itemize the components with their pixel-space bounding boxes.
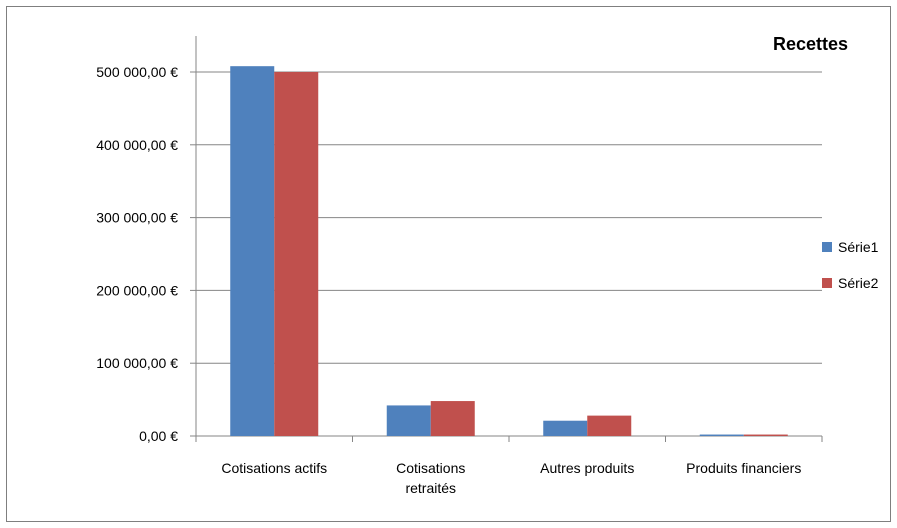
bar [230, 66, 275, 437]
y-tick-label: 400 000,00 € [96, 137, 178, 153]
bar [274, 72, 319, 436]
x-category-label: Produits financiers [686, 460, 801, 476]
bar [587, 415, 632, 436]
legend-swatch [822, 278, 832, 288]
x-category-label: Cotisations retraités [396, 460, 465, 496]
y-tick-label: 500 000,00 € [96, 64, 178, 80]
category-labels: Cotisations actifs Cotisations retraités Au… [221, 460, 801, 496]
y-tick-label: 200 000,00 € [96, 282, 178, 298]
chart-title: Recettes [773, 34, 848, 54]
legend-label: Série2 [838, 275, 879, 291]
legend-swatch [822, 242, 832, 252]
legend-label: Série1 [838, 239, 879, 255]
y-tick-labels: 0,00 € 100 000,00 € 200 000,00 € 300 000,00… [96, 64, 178, 444]
y-tick-label: 100 000,00 € [96, 355, 178, 371]
y-tick-label: 300 000,00 € [96, 210, 178, 226]
legend: Série1 Série2 [822, 239, 879, 291]
bar [699, 434, 744, 436]
bars [230, 66, 788, 437]
y-tick-label: 0,00 € [139, 428, 178, 444]
x-category-label: Autres produits [540, 460, 634, 476]
x-category-label: Cotisations actifs [221, 460, 327, 476]
bar [386, 405, 431, 436]
bar [543, 420, 588, 436]
bar [743, 434, 788, 436]
bar [430, 401, 475, 436]
